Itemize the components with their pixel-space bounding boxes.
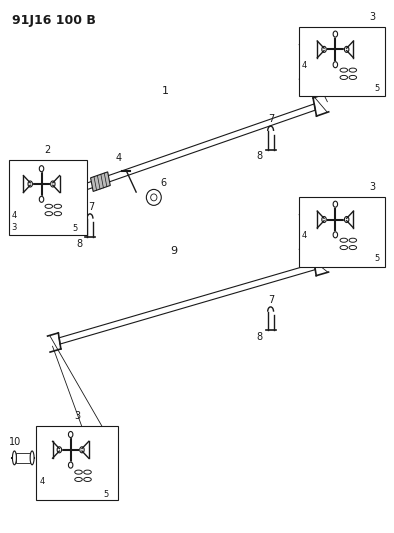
Text: 4: 4 xyxy=(302,61,307,70)
Text: 7: 7 xyxy=(88,201,94,212)
Circle shape xyxy=(322,216,326,222)
Text: 4: 4 xyxy=(302,231,307,240)
Circle shape xyxy=(57,447,61,453)
Circle shape xyxy=(50,181,55,187)
Text: 6: 6 xyxy=(161,177,167,188)
Polygon shape xyxy=(91,172,110,191)
Circle shape xyxy=(69,432,73,438)
Text: 3: 3 xyxy=(370,182,375,192)
Ellipse shape xyxy=(146,189,161,205)
Ellipse shape xyxy=(13,451,17,465)
Ellipse shape xyxy=(45,204,52,208)
Ellipse shape xyxy=(340,68,348,72)
Polygon shape xyxy=(39,104,315,206)
Circle shape xyxy=(333,62,338,68)
Ellipse shape xyxy=(349,68,357,72)
Text: 9: 9 xyxy=(170,246,177,256)
Circle shape xyxy=(69,462,73,468)
Text: 1: 1 xyxy=(162,86,169,96)
Text: 5: 5 xyxy=(104,490,109,499)
Circle shape xyxy=(39,196,44,203)
Ellipse shape xyxy=(84,470,91,474)
Text: 5: 5 xyxy=(374,84,379,93)
Ellipse shape xyxy=(349,75,357,79)
Ellipse shape xyxy=(340,238,348,243)
Ellipse shape xyxy=(30,451,34,465)
Text: 8: 8 xyxy=(257,151,263,161)
Bar xyxy=(299,27,385,96)
Ellipse shape xyxy=(340,246,348,249)
Circle shape xyxy=(28,181,32,187)
Text: 3: 3 xyxy=(12,223,17,232)
Text: 7: 7 xyxy=(268,114,275,124)
Text: 8: 8 xyxy=(76,239,82,249)
Text: 7: 7 xyxy=(268,295,275,305)
Circle shape xyxy=(333,31,338,37)
Text: 4: 4 xyxy=(115,154,121,163)
Ellipse shape xyxy=(54,212,61,216)
Text: 10: 10 xyxy=(9,437,21,447)
Text: 5: 5 xyxy=(72,224,78,233)
Circle shape xyxy=(39,166,44,172)
Circle shape xyxy=(322,46,326,52)
Ellipse shape xyxy=(54,204,61,208)
FancyBboxPatch shape xyxy=(17,453,30,463)
Ellipse shape xyxy=(151,194,157,201)
Bar xyxy=(36,426,119,500)
Text: 3: 3 xyxy=(74,410,80,421)
Text: 8: 8 xyxy=(257,332,263,342)
Bar xyxy=(9,160,87,235)
Circle shape xyxy=(344,216,349,222)
Ellipse shape xyxy=(45,212,52,216)
Text: 4: 4 xyxy=(39,478,45,486)
Ellipse shape xyxy=(75,478,82,481)
Ellipse shape xyxy=(340,75,348,79)
Polygon shape xyxy=(59,263,315,344)
Ellipse shape xyxy=(349,246,357,249)
Text: 2: 2 xyxy=(45,145,51,155)
Ellipse shape xyxy=(84,478,91,481)
Text: 5: 5 xyxy=(374,254,379,263)
Text: 91J16 100 B: 91J16 100 B xyxy=(13,14,97,27)
Ellipse shape xyxy=(75,470,82,474)
Ellipse shape xyxy=(349,238,357,243)
Text: 3: 3 xyxy=(370,12,375,22)
Text: 4: 4 xyxy=(12,212,17,221)
Circle shape xyxy=(333,201,338,207)
Circle shape xyxy=(80,447,84,453)
Circle shape xyxy=(333,232,338,238)
Circle shape xyxy=(344,46,349,52)
Bar xyxy=(299,197,385,266)
